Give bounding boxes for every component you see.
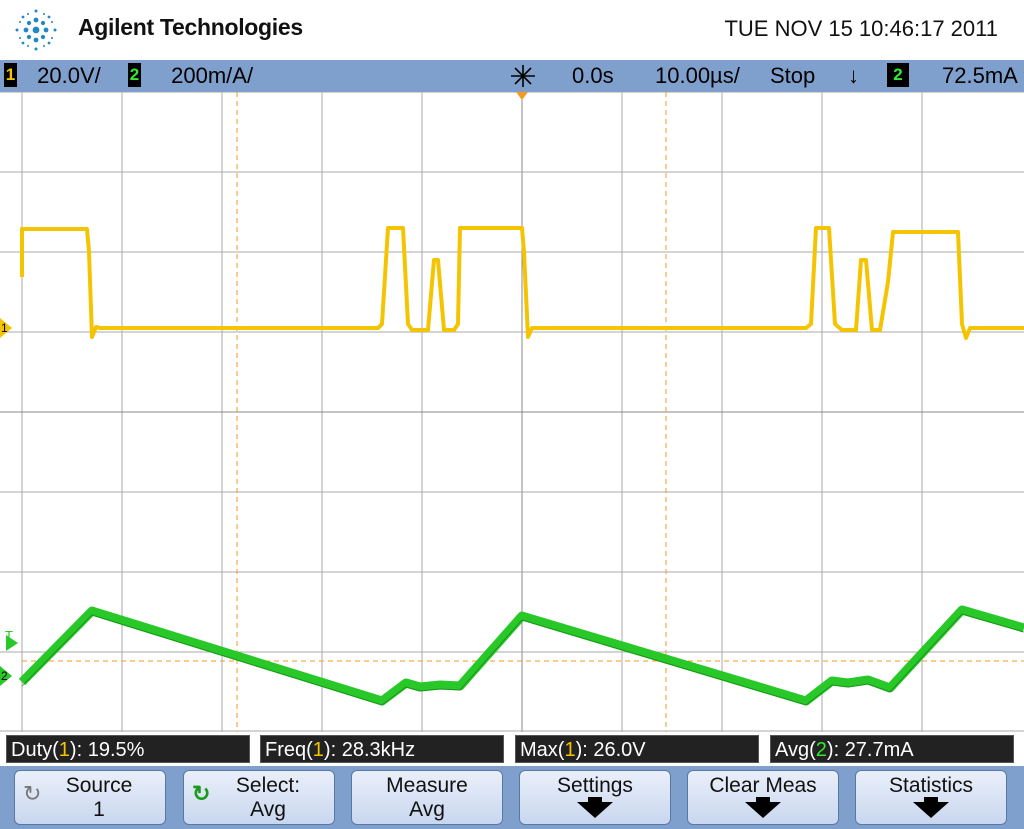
trigger-slope-icon: ↓	[848, 63, 859, 88]
agilent-logo-icon	[15, 9, 57, 51]
trigger-level-marker: T	[5, 628, 18, 651]
statistics-softkey[interactable]: Statistics	[855, 770, 1007, 825]
softkey-bar: ↻ Source 1 ↻ Select: Avg Measure Avg Set…	[0, 766, 1024, 829]
ch2-badge: 2	[128, 63, 141, 87]
acquire-icon	[510, 64, 536, 94]
ch1-badge: 1	[4, 63, 17, 87]
rotate-icon: ↻	[23, 781, 42, 806]
timebase-readout[interactable]: 10.00µs/	[655, 63, 740, 88]
measurement-avg[interactable]: Avg(2): 27.7mA	[770, 735, 1014, 763]
ch1-scale: 20.0V/	[37, 63, 101, 88]
svg-text:T: T	[5, 628, 13, 643]
trigger-level[interactable]: 72.5mA	[942, 63, 1018, 88]
ch2-ground-marker: 2	[0, 666, 12, 686]
date-time: TUE NOV 15 10:46:17 2011	[724, 16, 998, 41]
measure-softkey[interactable]: Measure Avg	[351, 770, 503, 825]
cursor-lines	[22, 92, 1024, 732]
submenu-arrow-icon	[924, 797, 938, 804]
ch2-scale: 200m/A/	[171, 63, 254, 88]
measurement-max[interactable]: Max(1): 26.0V	[515, 735, 759, 763]
settings-softkey[interactable]: Settings	[519, 770, 671, 825]
trigger-source-badge[interactable]: 2	[887, 63, 909, 89]
status-bar: 1 20.0V/ 2 200m/A/ 0.0s 10.00µs/ Stop ↓ …	[0, 60, 1024, 92]
submenu-arrow-icon	[588, 797, 602, 804]
graticule	[0, 92, 1024, 732]
run-state[interactable]: Stop	[770, 63, 816, 88]
ch2-waveform	[18, 605, 1024, 706]
ch2-scale-readout[interactable]: 2 200m/A/	[128, 63, 253, 89]
ch2-waveform-edge	[21, 613, 1024, 706]
ch1-scale-readout[interactable]: 1 20.0V/	[4, 63, 101, 89]
ch1-waveform	[20, 226, 1024, 340]
svg-text:1: 1	[1, 321, 8, 335]
ch1-ground-marker: 1	[0, 318, 12, 338]
source-softkey[interactable]: ↻ Source 1	[14, 770, 166, 825]
brand-name: Agilent Technologies	[78, 14, 303, 40]
trigger-position-marker	[516, 92, 528, 100]
svg-text:2: 2	[1, 669, 8, 683]
waveform-display[interactable]: 1 T 2	[0, 92, 1024, 732]
delay-readout[interactable]: 0.0s	[572, 63, 614, 88]
clear-meas-softkey[interactable]: Clear Meas	[687, 770, 839, 825]
measurement-freq[interactable]: Freq(1): 28.3kHz	[260, 735, 504, 763]
header: Agilent Technologies TUE NOV 15 10:46:17…	[0, 0, 1024, 60]
select-rotate-icon: ↻	[192, 781, 211, 806]
measurements-row: Duty(1): 19.5% Freq(1): 28.3kHz Max(1): …	[0, 732, 1024, 766]
measurement-duty[interactable]: Duty(1): 19.5%	[6, 735, 250, 763]
submenu-arrow-icon	[756, 797, 770, 804]
select-softkey[interactable]: ↻ Select: Avg	[183, 770, 335, 825]
